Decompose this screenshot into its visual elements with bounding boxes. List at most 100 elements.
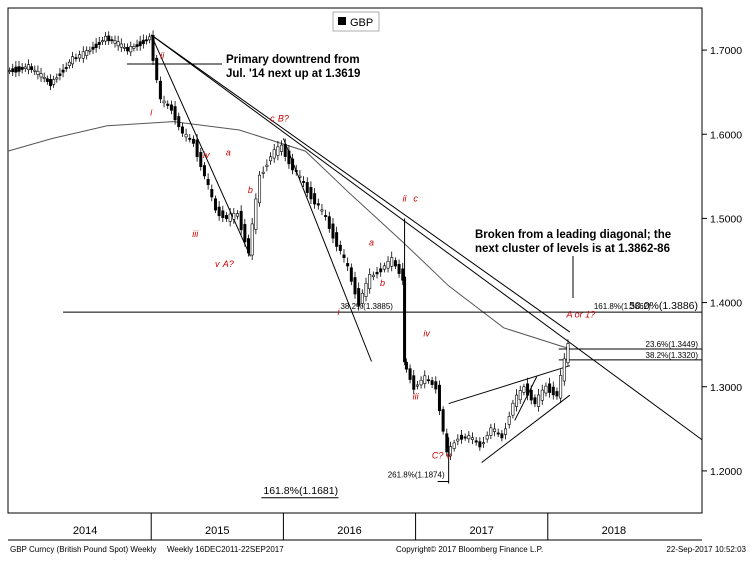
candle-body-137 (485, 435, 489, 440)
candle-body-81 (283, 143, 287, 157)
candle-body-79 (276, 146, 280, 156)
candle-body-64 (221, 210, 225, 218)
candle-body-46 (155, 57, 159, 81)
candle-body-75 (261, 171, 265, 174)
candle-body-29 (100, 40, 104, 43)
wave-label-16: iii (413, 391, 420, 401)
candle-body-135 (478, 441, 482, 448)
candle-body-78 (272, 149, 276, 159)
candle-body-45 (151, 35, 155, 61)
candle-body-147 (522, 386, 526, 393)
candle-body-130 (459, 434, 463, 440)
candle-body-114 (403, 276, 407, 363)
level-1-3886-label-0: 38.2%(1.3885) (340, 302, 393, 311)
candle-body-127 (448, 446, 452, 457)
legend-label: GBP (350, 17, 373, 29)
candle-body-140 (496, 432, 500, 435)
candle-body-123 (434, 381, 438, 390)
candle-body-106 (375, 271, 379, 275)
candle-body-148 (526, 383, 530, 396)
footer-source: GBP Curncy (British Pound Spot) Weekly (10, 545, 156, 554)
candle-body-86 (302, 181, 306, 183)
y-tick-label-0: 1.7000 (710, 45, 742, 57)
candle-body-60 (206, 178, 210, 185)
candle-body-57 (195, 139, 199, 157)
candle-body-94 (331, 223, 335, 239)
wave-label-12: a (369, 237, 374, 247)
candle-body-128 (452, 442, 456, 449)
x-year-label-4: 2018 (602, 525, 626, 537)
level-1-3886-label-1: 161.8%(1.3862) (594, 302, 651, 311)
wave-label-7: iii (192, 229, 199, 239)
legend-swatch (338, 17, 346, 25)
candle-body-67 (232, 213, 236, 220)
candle-body-77 (269, 156, 273, 162)
candle-body-117 (412, 375, 416, 390)
candle-body-23 (81, 51, 85, 59)
candle-body-122 (430, 380, 434, 385)
x-axis: 2014 2015 2016 2017 2018 (73, 513, 626, 540)
legend-box (332, 11, 380, 32)
candle-body-15 (55, 77, 59, 80)
candle-body-63 (217, 206, 221, 217)
candle-body-99 (349, 267, 353, 282)
candle-body-27 (94, 43, 98, 48)
candle-body-102 (360, 292, 364, 304)
wave-label-14: i (337, 307, 340, 317)
x-year-label-0: 2014 (73, 525, 97, 537)
candle-body-11 (42, 76, 46, 79)
candle-body-21 (74, 57, 78, 60)
y-tick-label-1: 1.6000 (710, 129, 742, 141)
level-1-3320-label-0: 38.2%(1.3320) (646, 351, 699, 360)
candle-body-84 (294, 170, 298, 172)
candle-body-70 (243, 224, 247, 243)
candle-body-6 (26, 64, 30, 71)
candle-body-41 (138, 41, 142, 47)
candle-body-149 (529, 389, 533, 401)
candle-body-145 (515, 394, 519, 407)
candle-body-62 (213, 198, 217, 211)
y-axis: 1.7000 1.6000 1.5000 1.4000 1.3000 1.2000 (702, 45, 742, 478)
price-layer (8, 30, 570, 461)
trendline-diagonal-upper (448, 365, 570, 405)
annotation-diagonal-line2: next cluster of levels is at 1.3862-86 (475, 243, 670, 255)
x-year-label-2: 2016 (337, 525, 361, 537)
candle-body-96 (338, 244, 342, 251)
y-tick-label-3: 1.4000 (710, 298, 742, 310)
candle-body-40 (135, 44, 139, 47)
candle-body-2 (14, 66, 18, 73)
candle-body-39 (132, 46, 136, 49)
candle-body-139 (493, 428, 497, 432)
wave-label-18: v (446, 450, 451, 460)
candle-body-103 (364, 282, 368, 297)
candle-body-7 (30, 66, 34, 70)
candle-body-53 (180, 126, 184, 134)
candle-body-116 (408, 368, 412, 380)
candle-body-151 (537, 394, 541, 407)
wave-label-13: b (380, 278, 385, 288)
candle-body-0 (8, 70, 12, 73)
trendline-2015-downtrend (282, 138, 372, 362)
candle-body-32 (110, 39, 114, 42)
candle-body-35 (119, 43, 123, 48)
x-year-label-1: 2015 (205, 525, 229, 537)
candle-body-156 (555, 391, 559, 397)
candle-body-88 (309, 187, 313, 200)
candle-body-110 (390, 257, 394, 267)
legend: GBP (332, 11, 380, 32)
candle-body-136 (482, 442, 486, 445)
candle-body-73 (254, 198, 258, 230)
candle-body-12 (45, 78, 49, 82)
candle-body-4 (20, 67, 24, 70)
candle-body-51 (173, 106, 177, 121)
candle-body-98 (346, 263, 350, 267)
wave-label-8: v (215, 259, 220, 269)
candle-body-52 (177, 116, 181, 128)
wave-label-4: iv (203, 150, 210, 160)
candle-body-158 (562, 358, 566, 382)
annotation-leading-diagonal: Broken from a leading diagonal; the next… (475, 229, 671, 298)
candle-body-26 (91, 46, 95, 50)
wave-label-5: a (226, 147, 231, 157)
candle-body-71 (247, 238, 251, 254)
trendline-2014-wave-line (150, 34, 571, 333)
